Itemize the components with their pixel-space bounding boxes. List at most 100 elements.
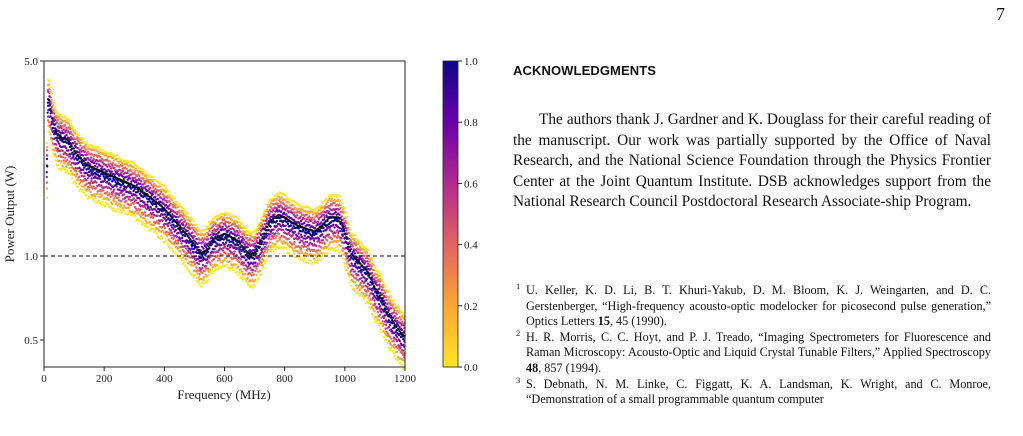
data-point	[149, 182, 152, 185]
data-point	[55, 143, 58, 146]
data-point	[130, 192, 133, 195]
mean-point	[160, 205, 163, 208]
data-point	[58, 142, 61, 145]
data-point	[121, 189, 125, 192]
data-point	[369, 302, 372, 305]
data-point	[334, 211, 337, 214]
data-point	[351, 268, 354, 271]
data-point	[238, 250, 241, 254]
data-point	[261, 223, 264, 226]
data-point	[345, 252, 348, 255]
data-point	[208, 261, 211, 265]
data-point	[334, 231, 337, 234]
data-point	[198, 283, 201, 286]
data-point	[109, 183, 112, 186]
data-point	[228, 221, 231, 224]
data-point	[180, 209, 183, 212]
data-point	[387, 346, 391, 350]
data-point	[52, 152, 55, 155]
data-point	[84, 143, 87, 147]
data-point	[186, 229, 189, 233]
data-point	[173, 243, 176, 246]
mean-point	[380, 297, 383, 300]
data-point	[303, 243, 306, 246]
data-point	[186, 245, 189, 248]
data-point	[173, 197, 176, 200]
data-point	[290, 224, 293, 227]
data-point	[357, 274, 360, 277]
data-point	[339, 239, 342, 242]
data-point	[358, 266, 361, 269]
data-point	[182, 250, 186, 253]
data-point	[68, 160, 71, 163]
mean-point	[175, 222, 179, 225]
data-point	[226, 239, 229, 242]
data-point	[264, 259, 268, 262]
data-point	[362, 285, 365, 288]
data-point	[256, 225, 259, 228]
data-point	[389, 294, 392, 297]
data-point	[56, 147, 59, 150]
data-point	[277, 239, 280, 243]
data-point	[352, 250, 355, 253]
data-point	[172, 223, 175, 226]
colorbar	[442, 60, 459, 368]
data-point	[139, 180, 143, 183]
data-point	[186, 249, 190, 252]
mean-point	[354, 257, 358, 260]
data-point	[83, 157, 86, 160]
mean-point	[344, 232, 347, 235]
data-point	[112, 190, 115, 193]
data-point	[227, 247, 230, 251]
data-point	[98, 177, 102, 181]
data-point	[168, 239, 171, 242]
mean-point	[267, 222, 270, 225]
data-point	[282, 202, 285, 206]
data-point	[50, 105, 53, 109]
data-point	[374, 266, 377, 270]
data-point	[368, 253, 371, 256]
data-point	[81, 154, 85, 157]
data-point	[275, 234, 278, 238]
mean-point	[52, 123, 55, 126]
data-point	[307, 247, 311, 251]
data-point	[56, 140, 60, 143]
data-point	[86, 156, 90, 160]
data-point	[298, 252, 301, 255]
data-point	[146, 197, 149, 200]
data-point	[109, 188, 113, 191]
data-point	[297, 232, 300, 235]
data-point	[239, 276, 242, 280]
data-point	[54, 159, 57, 162]
data-point	[99, 195, 103, 199]
data-point	[252, 239, 255, 242]
data-point	[161, 213, 164, 216]
data-point	[97, 199, 100, 203]
data-point	[363, 297, 366, 300]
reference-list: 1 U. Keller, K. D. Li, B. T. Khuri-Yakub,…	[513, 281, 991, 408]
data-point	[226, 226, 229, 229]
data-point	[54, 153, 57, 156]
data-point	[372, 308, 375, 311]
data-point	[223, 245, 226, 248]
data-point	[78, 175, 81, 178]
data-point	[63, 168, 66, 171]
data-point	[344, 265, 347, 268]
mean-point	[321, 223, 324, 226]
data-point	[116, 207, 120, 210]
data-point	[109, 205, 112, 208]
data-point	[203, 275, 206, 278]
data-point	[46, 145, 49, 149]
data-point	[340, 237, 343, 240]
data-point	[211, 266, 215, 269]
data-point	[274, 242, 277, 246]
data-point	[128, 177, 132, 180]
data-point	[317, 253, 321, 256]
data-point	[235, 219, 239, 222]
mean-point	[145, 193, 148, 196]
data-point	[61, 164, 64, 168]
data-point	[60, 126, 63, 130]
data-point	[304, 220, 307, 223]
data-point	[381, 279, 384, 283]
data-point	[246, 267, 250, 270]
